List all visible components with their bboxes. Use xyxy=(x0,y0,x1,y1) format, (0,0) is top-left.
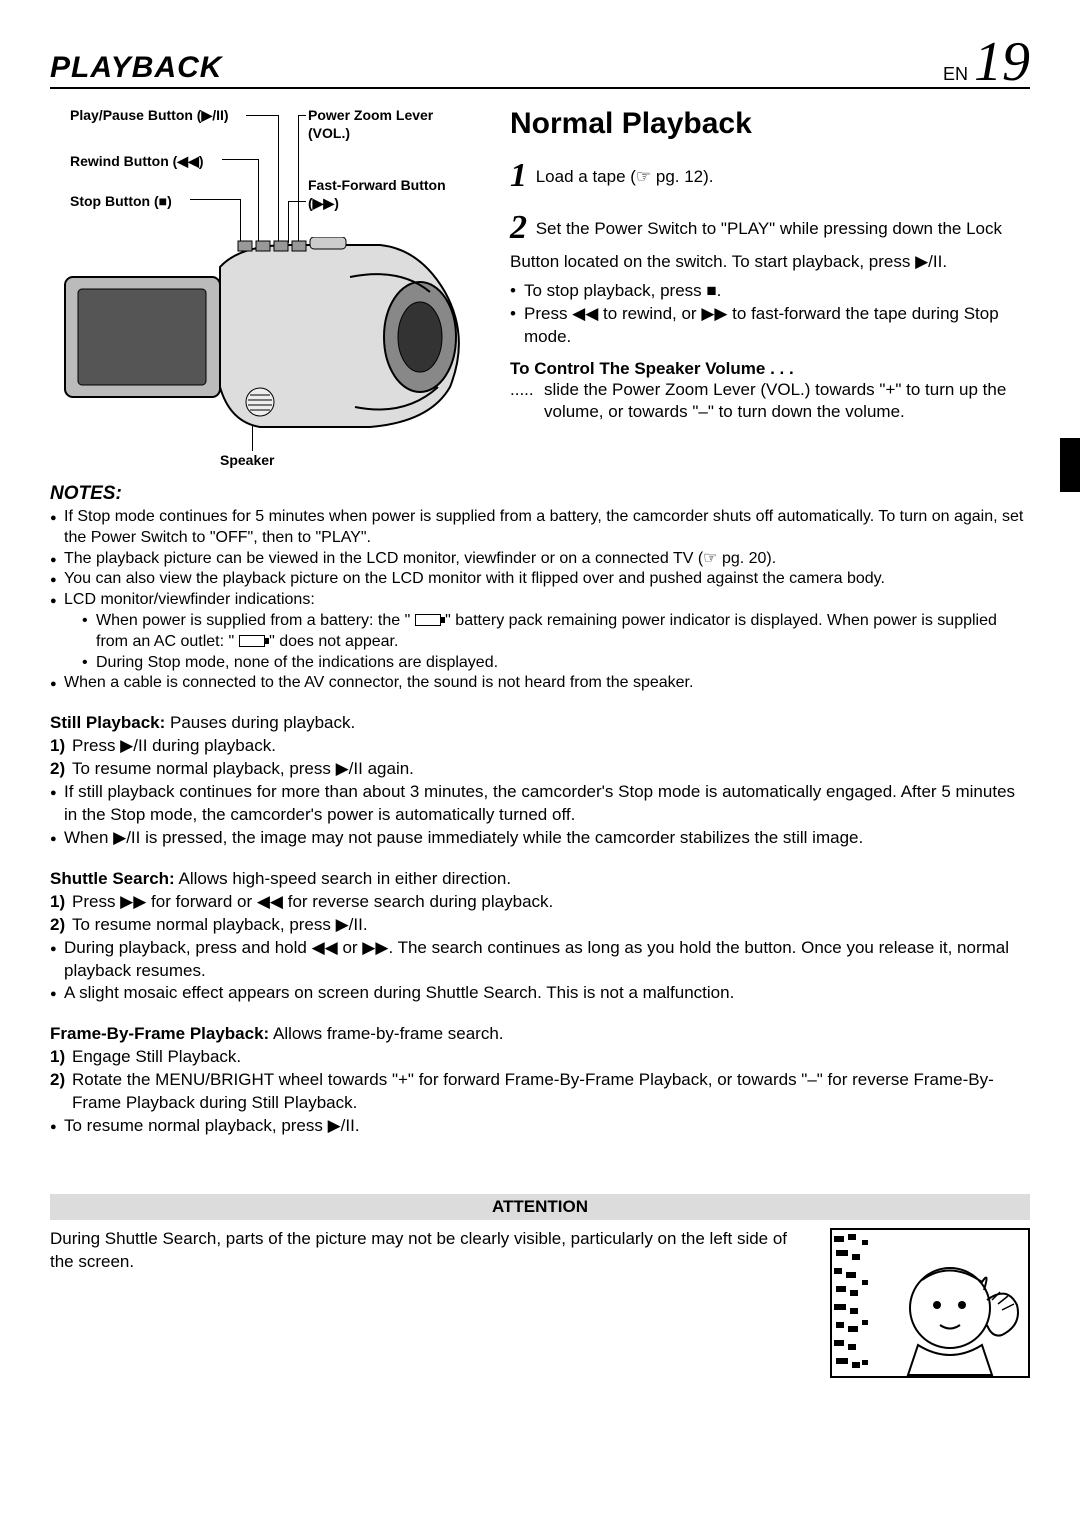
diagram-column: Play/Pause Button (▶/II) Rewind Button (… xyxy=(50,107,490,477)
shuttle-step-2: 2)To resume normal playback, press ▶/II. xyxy=(50,914,1030,937)
still-bullets: If still playback continues for more tha… xyxy=(50,781,1030,850)
battery-icon xyxy=(415,614,441,626)
still-subtitle: Pauses during playback. xyxy=(165,713,355,732)
page-header: PLAYBACK EN 19 xyxy=(50,40,1030,89)
battery-icon xyxy=(239,635,265,647)
frame-block: Frame-By-Frame Playback: Allows frame-by… xyxy=(50,1023,1030,1138)
shuttle-bullets: During playback, press and hold ◀◀ or ▶▶… xyxy=(50,937,1030,1006)
step-2-text: Set the Power Switch to "PLAY" while pre… xyxy=(510,219,1002,271)
shuttle-subtitle: Allows high-speed search in either direc… xyxy=(175,869,511,888)
frame-step-2: 2)Rotate the MENU/BRIGHT wheel towards "… xyxy=(50,1069,1030,1115)
frame-subtitle: Allows frame-by-frame search. xyxy=(269,1024,503,1043)
camcorder-diagram: Play/Pause Button (▶/II) Rewind Button (… xyxy=(50,107,490,477)
note-3: You can also view the playback picture o… xyxy=(50,569,1030,590)
attention-heading: ATTENTION xyxy=(50,1194,1030,1220)
notes-sub-list: When power is supplied from a battery: t… xyxy=(64,611,1030,673)
shuttle-bullet-1: During playback, press and hold ◀◀ or ▶▶… xyxy=(50,937,1030,983)
step-1: 1 Load a tape (☞ pg. 12). xyxy=(510,153,1030,199)
label-play-pause: Play/Pause Button (▶/II) xyxy=(70,107,229,125)
normal-playback-heading: Normal Playback xyxy=(510,107,1030,141)
still-playback-block: Still Playback: Pauses during playback. … xyxy=(50,712,1030,850)
frame-bullet-1: To resume normal playback, press ▶/II. xyxy=(50,1115,1030,1138)
shuttle-title: Shuttle Search: xyxy=(50,869,175,888)
top-columns: Play/Pause Button (▶/II) Rewind Button (… xyxy=(50,107,1030,477)
still-steps: 1)Press ▶/II during playback. 2)To resum… xyxy=(50,735,1030,781)
playback-bullets: To stop playback, press ■. Press ◀◀ to r… xyxy=(510,280,1030,349)
bullet-rewind-ff: Press ◀◀ to rewind, or ▶▶ to fast-forwar… xyxy=(510,303,1030,349)
frame-title: Frame-By-Frame Playback: xyxy=(50,1024,269,1043)
shuttle-steps: 1)Press ▶▶ for forward or ◀◀ for reverse… xyxy=(50,891,1030,937)
label-power-zoom: Power Zoom Lever (VOL.) xyxy=(308,107,458,142)
note-4: LCD monitor/viewfinder indications: When… xyxy=(50,590,1030,673)
note-sub-1: When power is supplied from a battery: t… xyxy=(82,611,1030,653)
label-speaker: Speaker xyxy=(220,452,274,468)
notes-list: If Stop mode continues for 5 minutes whe… xyxy=(50,507,1030,694)
step-2: 2 Set the Power Switch to "PLAY" while p… xyxy=(510,205,1030,274)
label-stop: Stop Button (■) xyxy=(70,193,172,211)
page-lang: EN xyxy=(943,64,968,85)
frame-bullets: To resume normal playback, press ▶/II. xyxy=(50,1115,1030,1138)
frame-step-1: 1)Engage Still Playback. xyxy=(50,1046,1030,1069)
still-step-2: 2)To resume normal playback, press ▶/II … xyxy=(50,758,1030,781)
shuttle-block: Shuttle Search: Allows high-speed search… xyxy=(50,868,1030,1006)
bullet-stop: To stop playback, press ■. xyxy=(510,280,1030,303)
shuttle-bullet-2: A slight mosaic effect appears on screen… xyxy=(50,982,1030,1005)
attention-text: During Shuttle Search, parts of the pict… xyxy=(50,1228,810,1274)
notes-heading: NOTES: xyxy=(50,483,1030,505)
note-2: The playback picture can be viewed in th… xyxy=(50,549,1030,570)
volume-text: slide the Power Zoom Lever (VOL.) toward… xyxy=(510,379,1030,425)
text-column: Normal Playback 1 Load a tape (☞ pg. 12)… xyxy=(510,107,1030,477)
section-title: PLAYBACK xyxy=(50,51,222,85)
frame-steps: 1)Engage Still Playback. 2)Rotate the ME… xyxy=(50,1046,1030,1115)
step-1-text: Load a tape (☞ pg. 12). xyxy=(531,167,714,186)
note-5: When a cable is connected to the AV conn… xyxy=(50,673,1030,694)
note-1: If Stop mode continues for 5 minutes whe… xyxy=(50,507,1030,549)
attention-illustration xyxy=(830,1228,1030,1378)
page-number-wrap: EN 19 xyxy=(943,40,1030,85)
volume-heading: To Control The Speaker Volume . . . xyxy=(510,359,1030,379)
page-number: 19 xyxy=(974,40,1030,85)
still-title: Still Playback: xyxy=(50,713,165,732)
camcorder-illustration xyxy=(60,237,470,437)
note-sub-2: During Stop mode, none of the indication… xyxy=(82,653,1030,674)
label-fast-forward: Fast-Forward Button (▶▶) xyxy=(308,177,448,212)
still-bullet-1: If still playback continues for more tha… xyxy=(50,781,1030,827)
attention-row: During Shuttle Search, parts of the pict… xyxy=(50,1228,1030,1378)
still-step-1: 1)Press ▶/II during playback. xyxy=(50,735,1030,758)
label-rewind: Rewind Button (◀◀) xyxy=(70,153,204,171)
still-bullet-2: When ▶/II is pressed, the image may not … xyxy=(50,827,1030,850)
shuttle-step-1: 1)Press ▶▶ for forward or ◀◀ for reverse… xyxy=(50,891,1030,914)
edge-tab xyxy=(1060,438,1080,492)
